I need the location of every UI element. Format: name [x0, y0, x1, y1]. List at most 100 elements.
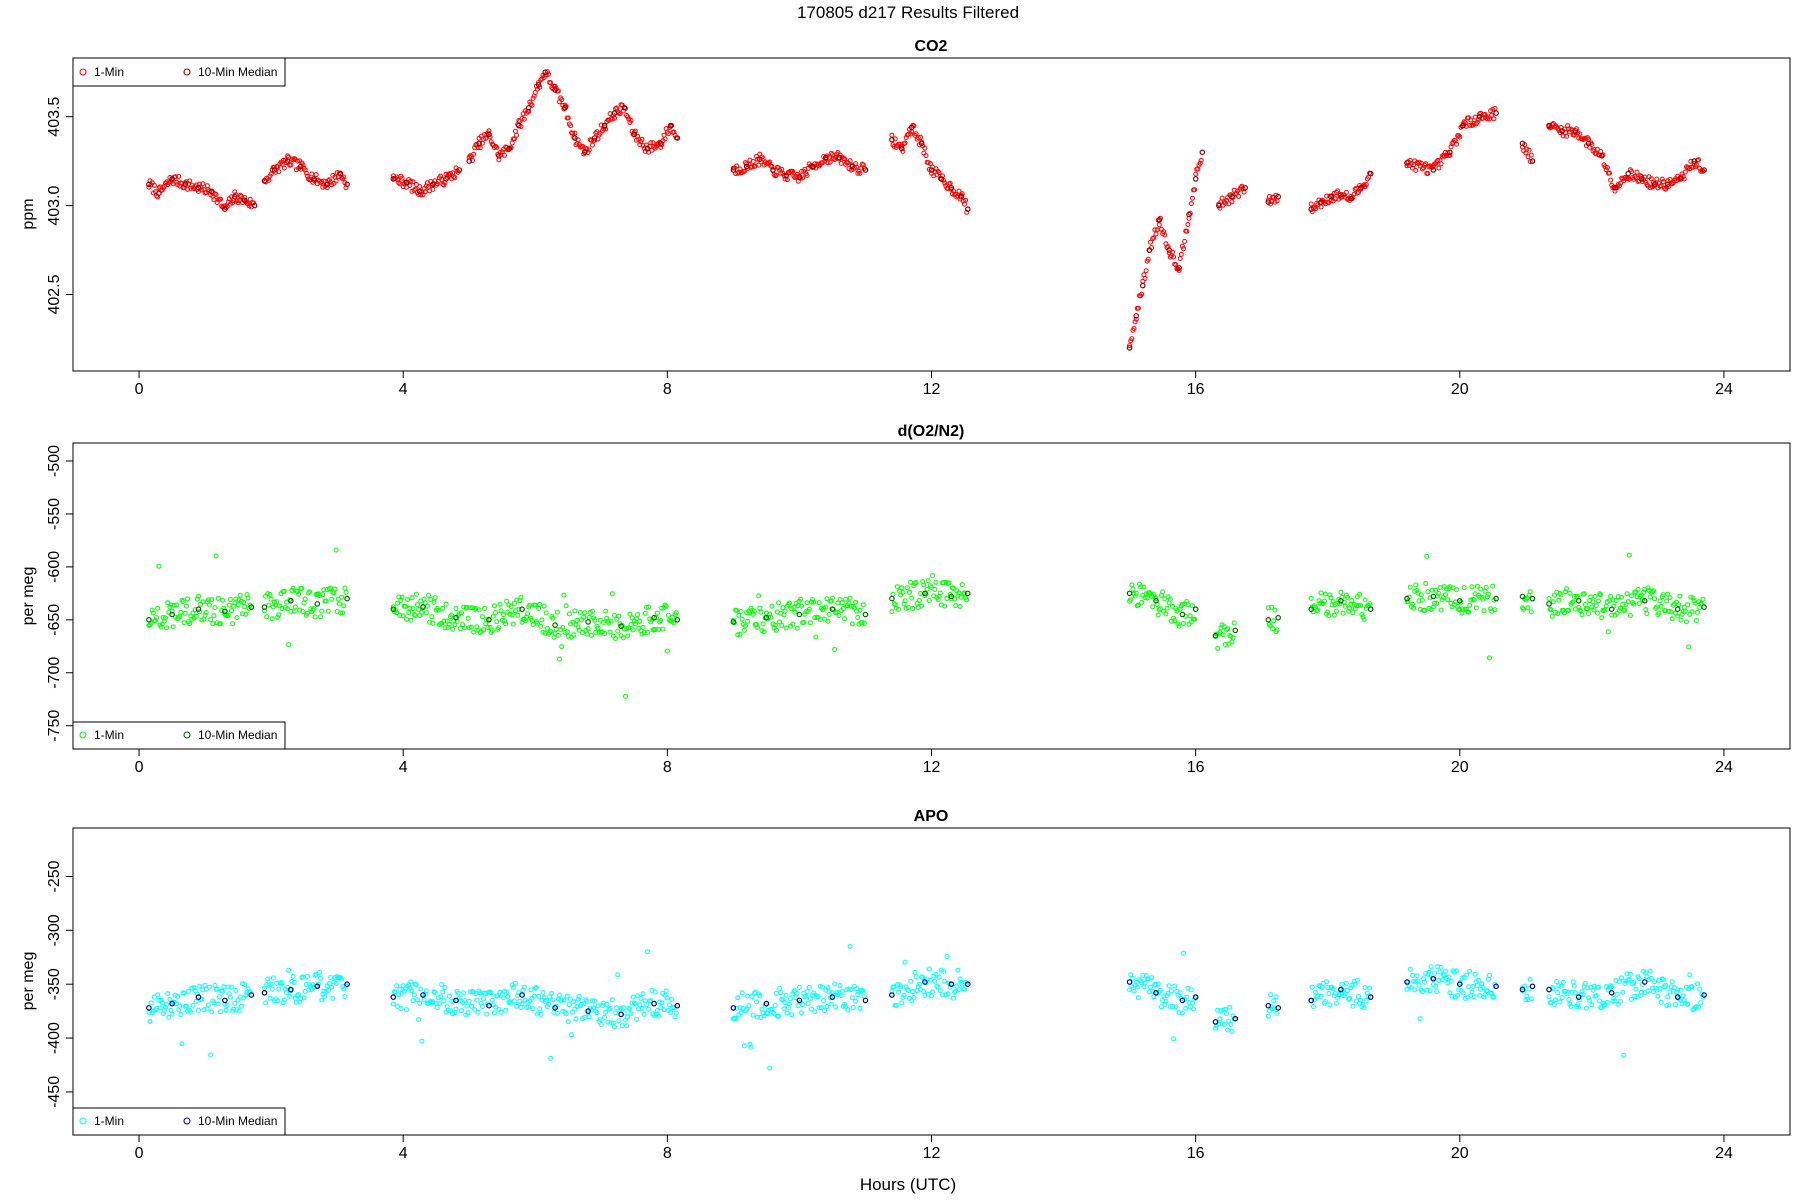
- data-point: [1151, 994, 1157, 1000]
- data-point: [1681, 998, 1687, 1003]
- data-point: [554, 609, 560, 615]
- data-point: [1682, 608, 1688, 614]
- data-point: [190, 610, 196, 616]
- data-point: [916, 598, 922, 604]
- data-point: [1470, 983, 1476, 989]
- data-point: [287, 993, 293, 999]
- data-point: [276, 612, 282, 618]
- o2n2-legend-median-marker: [183, 731, 191, 739]
- data-point: [1218, 1008, 1224, 1014]
- data-point: [1636, 976, 1642, 982]
- median-point: [146, 616, 152, 623]
- data-point: [423, 610, 429, 616]
- data-point: [557, 992, 562, 998]
- median-point: [1275, 1005, 1282, 1011]
- median-point: [922, 590, 928, 597]
- data-point: [1645, 988, 1651, 994]
- data-point: [472, 145, 478, 151]
- median-point: [898, 145, 905, 152]
- data-point: [540, 989, 546, 995]
- data-point: [303, 982, 309, 987]
- data-point: [449, 612, 455, 618]
- data-point: [1521, 606, 1527, 612]
- data-point: [1166, 983, 1172, 989]
- data-point: [1179, 1010, 1185, 1016]
- data-point: [899, 1000, 905, 1006]
- data-point: [1555, 611, 1561, 617]
- data-point: [591, 1005, 597, 1011]
- data-point: [1443, 968, 1448, 974]
- data-point: [571, 632, 577, 638]
- data-point: [1155, 981, 1161, 987]
- data-point: [956, 188, 962, 194]
- data-point: [559, 997, 565, 1003]
- data-point: [779, 622, 785, 628]
- median-point: [453, 614, 459, 621]
- data-point: [1361, 617, 1367, 623]
- x-tick-label: 16: [1187, 759, 1205, 776]
- data-point: [526, 1004, 532, 1010]
- median-point: [591, 135, 598, 141]
- data-point: [1157, 987, 1163, 993]
- data-point: [1339, 981, 1345, 987]
- data-point: [200, 181, 206, 187]
- data-point: [467, 989, 473, 995]
- data-point: [1417, 1016, 1423, 1022]
- data-point: [471, 151, 477, 157]
- data-point: [941, 580, 947, 586]
- median-point: [948, 593, 955, 600]
- data-point: [158, 624, 164, 630]
- median-point: [535, 81, 542, 88]
- data-point: [1483, 585, 1489, 590]
- data-point: [500, 612, 506, 618]
- median-point: [1674, 606, 1681, 613]
- data-point: [269, 616, 275, 622]
- apo-legend: 1-Min 10-Min Median: [72, 1107, 286, 1136]
- data-point: [608, 618, 614, 624]
- data-point: [1133, 590, 1139, 596]
- data-point: [1586, 995, 1592, 1001]
- data-point: [409, 595, 415, 601]
- data-point: [1348, 985, 1354, 991]
- data-point: [1466, 609, 1472, 615]
- data-point: [853, 998, 859, 1004]
- data-point: [415, 997, 420, 1003]
- data-point: [908, 131, 914, 137]
- data-point: [313, 172, 319, 178]
- median-point: [208, 188, 215, 195]
- data-point: [1362, 597, 1368, 603]
- data-point: [183, 603, 189, 609]
- o2n2-points: [146, 547, 1707, 699]
- data-point: [399, 594, 405, 600]
- data-point: [935, 597, 941, 602]
- data-point: [1457, 134, 1463, 140]
- median-point: [674, 616, 681, 623]
- median-point: [1476, 113, 1483, 120]
- data-point: [845, 1007, 851, 1013]
- data-point: [1449, 993, 1455, 999]
- data-point: [1459, 610, 1465, 616]
- median-point: [1608, 989, 1615, 996]
- data-point: [1318, 204, 1324, 210]
- median-point: [1275, 193, 1282, 200]
- data-point: [1131, 326, 1137, 331]
- y-tick-label: -600: [46, 551, 63, 583]
- data-point: [1127, 343, 1133, 349]
- data-point: [575, 624, 581, 630]
- data-point: [343, 589, 349, 595]
- median-point: [1242, 185, 1249, 191]
- data-point: [196, 1007, 201, 1013]
- data-point: [738, 1010, 744, 1016]
- data-point: [922, 145, 928, 151]
- data-point: [1139, 599, 1145, 605]
- data-point: [1356, 189, 1361, 195]
- data-point: [1167, 596, 1173, 602]
- data-point: [1549, 613, 1555, 619]
- data-point: [962, 986, 967, 992]
- median-point: [506, 145, 512, 152]
- data-point: [857, 170, 863, 176]
- median-point: [552, 1005, 558, 1011]
- data-point: [1413, 582, 1419, 588]
- data-point: [235, 602, 241, 608]
- data-point: [489, 997, 495, 1003]
